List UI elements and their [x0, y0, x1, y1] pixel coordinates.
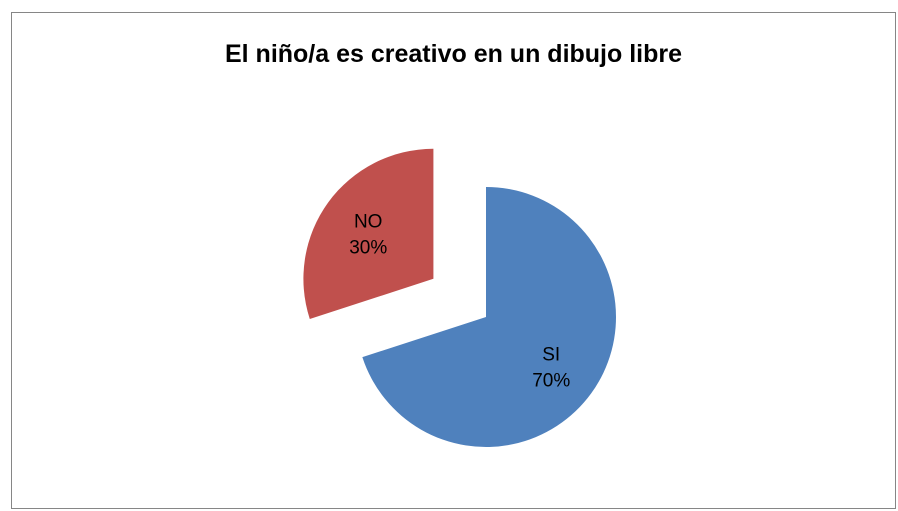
pie-slice-si — [362, 187, 616, 447]
pie-chart: SI 70% NO 30% — [303, 148, 616, 447]
chart-area: El niño/a es creativo en un dibujo libre… — [11, 12, 896, 509]
slice-label-no-name: NO — [354, 211, 383, 232]
chart-title: El niño/a es creativo en un dibujo libre — [224, 40, 683, 68]
slice-label-no-percent: 30% — [349, 237, 387, 258]
pie-slice-no — [303, 148, 434, 319]
slice-label-si-name: SI — [542, 344, 560, 365]
slice-label-si-percent: 70% — [532, 370, 570, 391]
